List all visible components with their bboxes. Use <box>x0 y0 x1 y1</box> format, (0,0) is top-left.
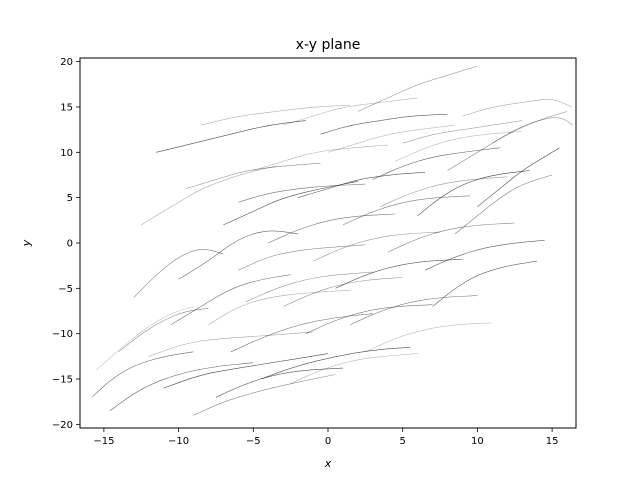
y-axis-label: y <box>20 239 33 247</box>
trajectory-line <box>223 181 358 226</box>
trajectory-line <box>156 120 306 153</box>
trajectory-line <box>118 308 209 353</box>
trajectory-line <box>283 97 418 126</box>
trajectory-line <box>402 120 523 144</box>
y-axis: −20 −15 −10 −5 0 5 10 15 20 <box>52 57 80 431</box>
x-tick-label: 0 <box>325 436 331 447</box>
trajectory-line <box>200 104 351 126</box>
y-tick-label: 20 <box>60 57 73 68</box>
trajectory-line <box>327 124 456 153</box>
x-tick-label: −10 <box>168 436 189 447</box>
y-tick-label: −20 <box>52 420 73 431</box>
x-tick-label: 5 <box>400 436 406 447</box>
trajectory-line <box>417 170 530 217</box>
trajectory-line <box>260 347 411 380</box>
trajectory-line <box>298 172 426 198</box>
trajectory-line <box>342 195 470 226</box>
x-axis-label: x <box>324 457 332 470</box>
trajectory-line <box>454 174 553 235</box>
trajectory-line <box>253 144 388 171</box>
x-tick-label: 15 <box>546 436 559 447</box>
trajectory-line <box>335 259 463 289</box>
trajectory-line <box>186 162 321 189</box>
plot-area <box>91 65 574 416</box>
y-tick-label: 15 <box>60 102 73 113</box>
trajectory-line <box>238 183 366 203</box>
trajectory-line <box>141 165 276 226</box>
y-tick-label: −15 <box>52 375 73 386</box>
trajectory-line <box>312 231 441 262</box>
chart-title: x-y plane <box>296 37 361 53</box>
trajectory-line <box>178 230 299 280</box>
trajectory-line <box>357 65 478 112</box>
x-tick-label: −15 <box>93 436 114 447</box>
trajectory-line <box>133 249 224 298</box>
trajectory-line <box>268 213 396 244</box>
y-tick-label: 0 <box>67 239 73 250</box>
trajectory-line <box>380 176 508 207</box>
trajectory-line <box>350 295 478 325</box>
x-tick-label: −5 <box>246 436 261 447</box>
trajectory-line <box>245 271 373 303</box>
y-tick-label: −5 <box>58 284 73 295</box>
y-tick-label: 10 <box>60 148 73 159</box>
trajectory-line <box>320 113 448 135</box>
trajectory-line <box>193 374 336 416</box>
trajectory-line <box>283 277 403 307</box>
trajectory-line <box>395 131 523 162</box>
trajectory-line <box>372 147 500 180</box>
trajectory-line <box>163 353 329 389</box>
trajectory-line <box>208 289 351 325</box>
trajectory-line <box>290 353 418 384</box>
trajectory-line <box>230 313 373 353</box>
trajectory-line <box>424 240 545 271</box>
trajectory-line <box>462 99 572 117</box>
trajectory-line <box>365 322 493 353</box>
trajectory-line <box>148 331 314 357</box>
trajectory-line <box>492 117 574 144</box>
trajectory-line <box>447 111 568 171</box>
trajectory-line <box>387 222 515 253</box>
trajectory-line <box>432 260 538 307</box>
trajectory-line <box>109 362 254 412</box>
y-tick-label: −10 <box>52 329 73 340</box>
trajectory-line <box>91 351 194 398</box>
y-tick-label: 5 <box>67 193 73 204</box>
trajectory-line <box>238 244 366 271</box>
trajectory-line <box>96 306 194 371</box>
trajectory-line <box>170 274 291 325</box>
axes-frame <box>79 57 577 429</box>
trajectory-line <box>477 147 560 207</box>
trajectory-line <box>215 367 343 398</box>
x-tick-label: 10 <box>471 436 484 447</box>
x-axis: −15 −10 −5 0 5 10 15 <box>93 428 558 447</box>
